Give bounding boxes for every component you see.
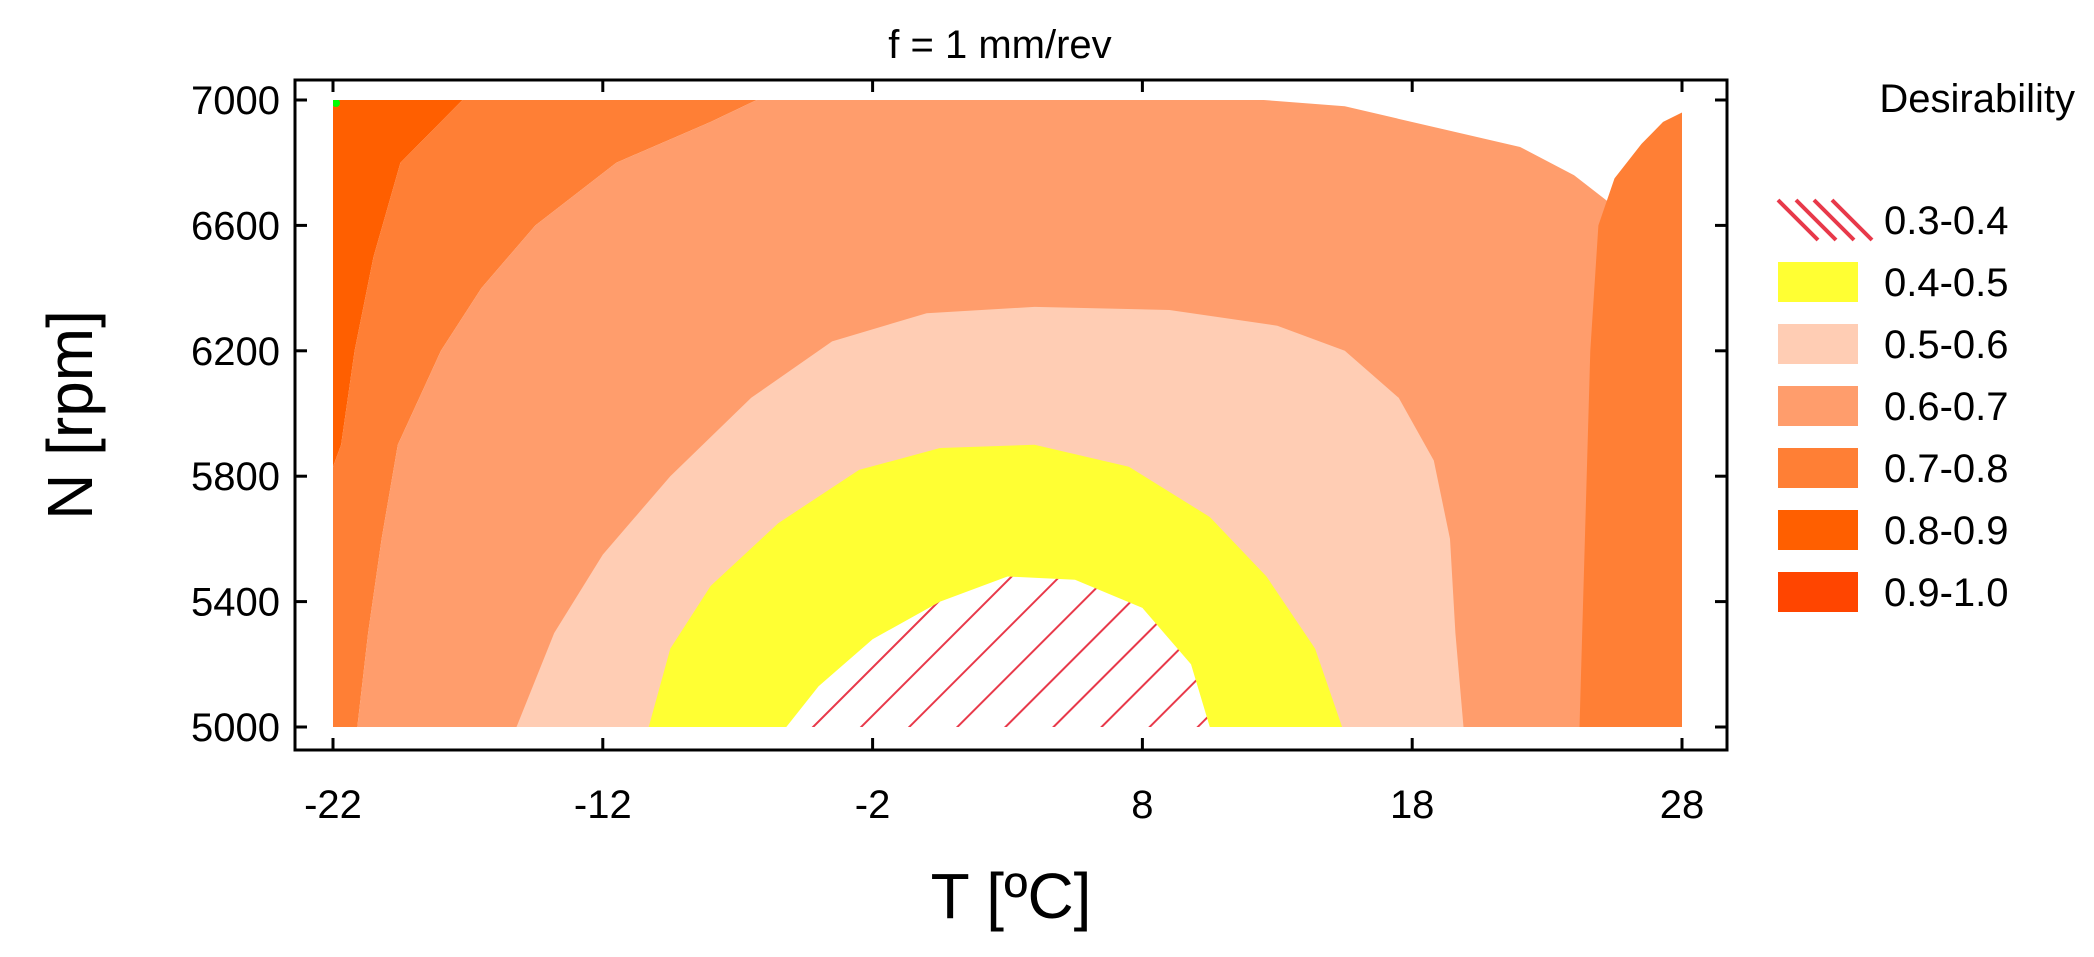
axes: -22 -12 -2 8 18 28 5000 5400 5800 6200 6600 7000 <box>191 79 1727 827</box>
contour-region-0.7-0.8 <box>1579 112 1682 727</box>
legend-label: 0.4-0.5 <box>1884 261 2009 305</box>
x-tick-label: 28 <box>1660 783 1705 827</box>
legend: 0.3-0.4 0.4-0.5 0.5-0.6 0.6-0.7 0.7-0.8 0.8-0… <box>1776 198 2009 615</box>
plot-area <box>333 100 1682 727</box>
x-tick-label: 18 <box>1390 783 1435 827</box>
legend-title: Desirability <box>1879 77 2075 121</box>
legend-label: 0.5-0.6 <box>1884 323 2009 367</box>
legend-label: 0.3-0.4 <box>1884 199 2009 243</box>
y-tick-label: 7000 <box>191 79 280 123</box>
x-tick-label: 8 <box>1131 783 1153 827</box>
contour-region-0.7-0.8 <box>333 100 757 727</box>
legend-label: 0.6-0.7 <box>1884 385 2009 429</box>
x-tick-label: -2 <box>855 783 891 827</box>
legend-swatch-0.7-0.8 <box>1778 448 1858 488</box>
x-tick-label: -12 <box>574 783 632 827</box>
x-tick-label: -22 <box>304 783 362 827</box>
legend-swatch-0.4-0.5 <box>1778 262 1858 302</box>
legend-swatch-0.6-0.7 <box>1778 386 1858 426</box>
x-axis-label: T [ºC] <box>931 860 1092 932</box>
legend-swatch-0.9-1.0 <box>1778 572 1858 612</box>
y-tick-label: 5800 <box>191 455 280 499</box>
contour-region-0.3-0.4 <box>786 576 1210 727</box>
contour-region-0.8-0.9 <box>333 100 463 467</box>
chart-title: f = 1 mm/rev <box>888 23 1111 67</box>
y-axis-label: N [rpm] <box>34 310 106 520</box>
y-tick-label: 5000 <box>191 706 280 750</box>
legend-swatch-0.8-0.9 <box>1778 510 1858 550</box>
y-tick-label: 5400 <box>191 581 280 625</box>
optimum-point <box>333 100 340 107</box>
legend-swatch-0.5-0.6 <box>1778 324 1858 364</box>
legend-swatch-0.3-0.4 <box>1776 198 1874 242</box>
y-tick-label: 6600 <box>191 204 280 248</box>
legend-label: 0.9-1.0 <box>1884 571 2009 615</box>
y-tick-label: 6200 <box>191 330 280 374</box>
legend-label: 0.7-0.8 <box>1884 447 2009 491</box>
legend-label: 0.8-0.9 <box>1884 509 2009 553</box>
